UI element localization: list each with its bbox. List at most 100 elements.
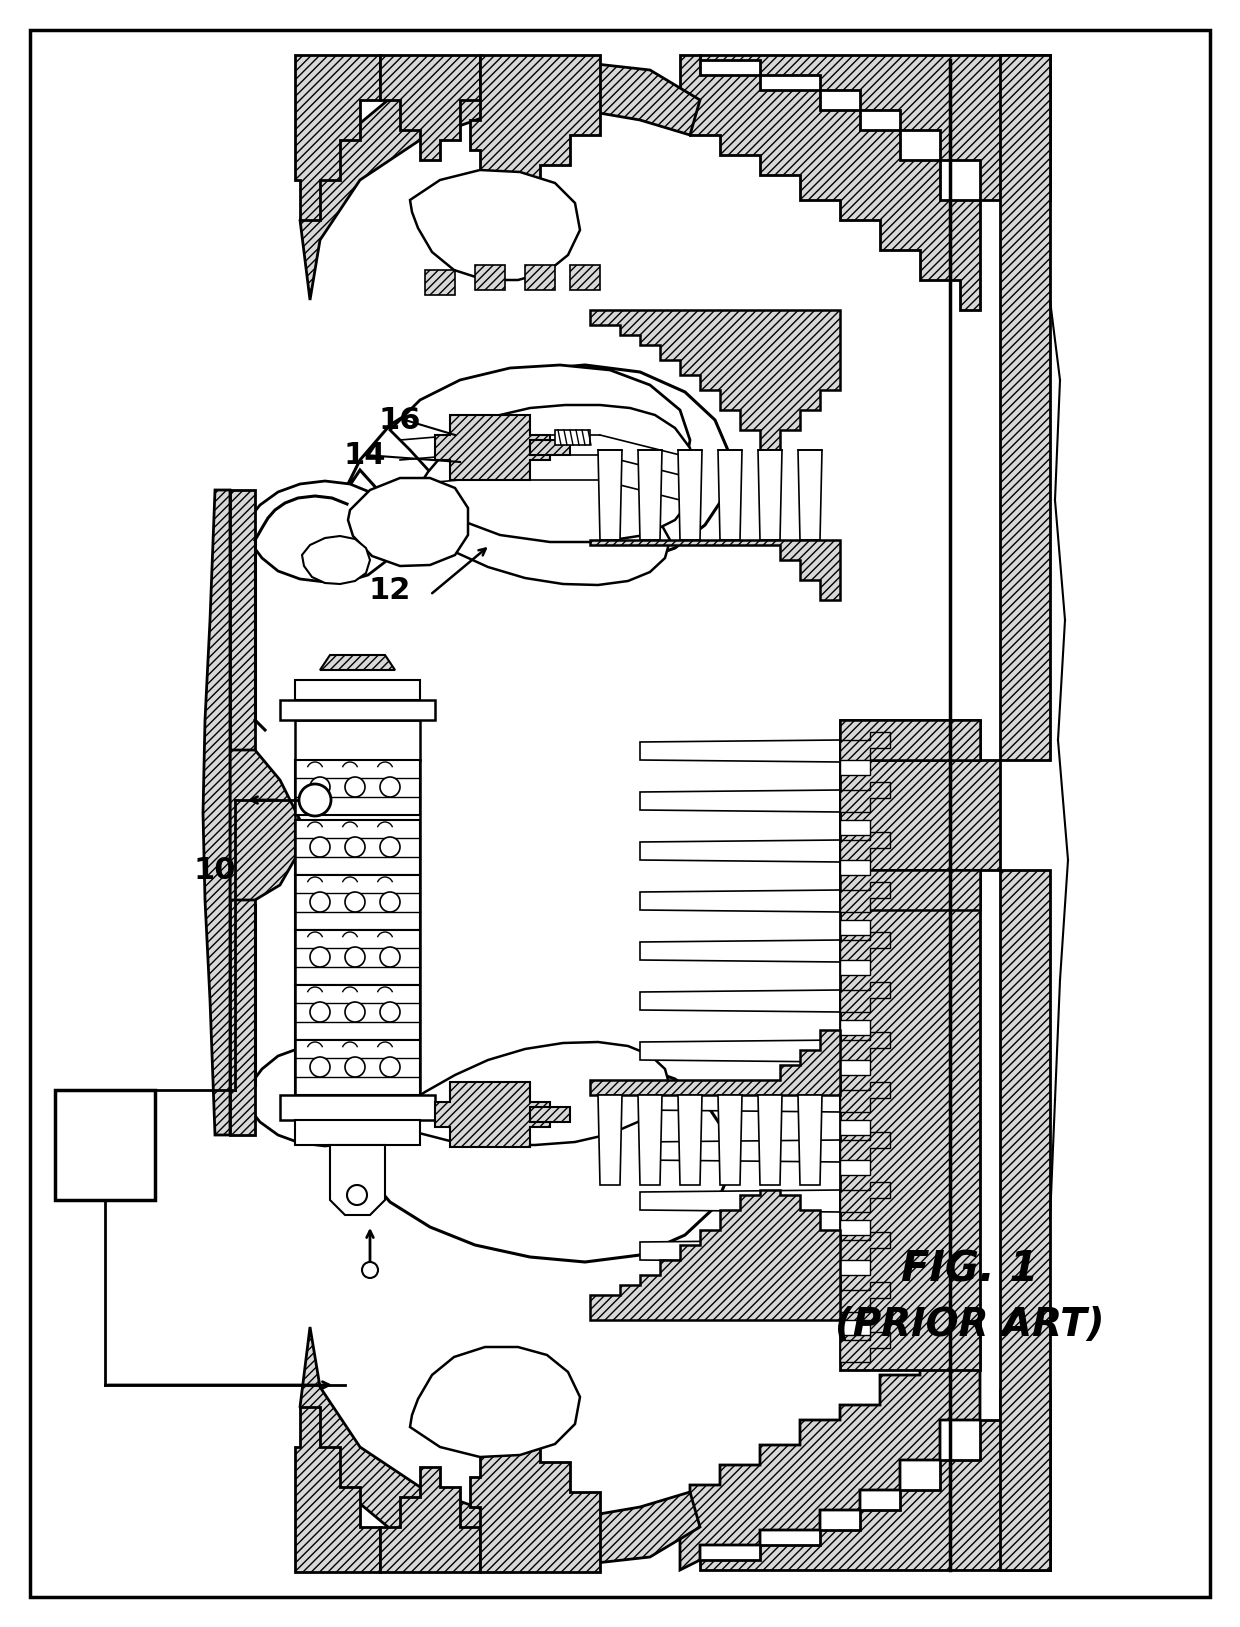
Circle shape	[347, 1184, 367, 1206]
Polygon shape	[639, 1095, 662, 1184]
Polygon shape	[839, 760, 999, 870]
Circle shape	[379, 947, 401, 966]
Polygon shape	[203, 490, 229, 1136]
Polygon shape	[839, 861, 870, 875]
Circle shape	[379, 1058, 401, 1077]
Polygon shape	[598, 451, 622, 540]
Circle shape	[345, 778, 365, 797]
Polygon shape	[839, 1061, 870, 1075]
Polygon shape	[680, 1310, 980, 1570]
Text: (PRIOR ART): (PRIOR ART)	[836, 1306, 1105, 1344]
Polygon shape	[640, 1189, 839, 1212]
Polygon shape	[295, 984, 420, 1040]
Polygon shape	[839, 732, 890, 761]
Polygon shape	[640, 1141, 839, 1162]
Polygon shape	[639, 451, 662, 540]
Circle shape	[379, 836, 401, 857]
Polygon shape	[570, 265, 600, 290]
Circle shape	[345, 892, 365, 913]
Polygon shape	[556, 430, 590, 446]
Polygon shape	[758, 1095, 782, 1184]
Polygon shape	[839, 1220, 870, 1235]
Polygon shape	[435, 1082, 551, 1147]
Polygon shape	[839, 932, 890, 962]
Polygon shape	[839, 983, 890, 1012]
Circle shape	[310, 836, 330, 857]
Polygon shape	[839, 1181, 890, 1212]
Text: 12: 12	[368, 576, 412, 605]
Polygon shape	[590, 1189, 839, 1319]
Polygon shape	[248, 482, 393, 582]
Polygon shape	[839, 721, 980, 1370]
Polygon shape	[379, 55, 480, 159]
Circle shape	[345, 1002, 365, 1022]
Polygon shape	[410, 1347, 580, 1458]
Polygon shape	[839, 760, 870, 774]
Polygon shape	[295, 680, 420, 700]
Polygon shape	[839, 820, 870, 835]
Polygon shape	[839, 1319, 870, 1336]
Polygon shape	[229, 880, 255, 1136]
Polygon shape	[839, 1160, 870, 1175]
Polygon shape	[295, 1119, 420, 1145]
Polygon shape	[999, 55, 1050, 760]
Circle shape	[310, 1058, 330, 1077]
Polygon shape	[348, 478, 467, 566]
Polygon shape	[300, 60, 701, 299]
Polygon shape	[320, 656, 396, 670]
Polygon shape	[680, 55, 980, 311]
Polygon shape	[640, 740, 839, 761]
Polygon shape	[718, 1095, 742, 1184]
Polygon shape	[350, 482, 670, 586]
Polygon shape	[839, 1082, 890, 1111]
Polygon shape	[350, 1041, 670, 1145]
Polygon shape	[303, 535, 370, 584]
Polygon shape	[839, 1132, 890, 1162]
Polygon shape	[295, 760, 420, 815]
Polygon shape	[295, 931, 420, 984]
Polygon shape	[839, 1259, 870, 1276]
Polygon shape	[718, 451, 742, 540]
Text: 16: 16	[378, 405, 422, 434]
Polygon shape	[379, 1468, 480, 1572]
Polygon shape	[999, 870, 1050, 1570]
Polygon shape	[598, 1095, 622, 1184]
Polygon shape	[300, 1328, 701, 1567]
Polygon shape	[839, 831, 890, 862]
Polygon shape	[590, 1030, 839, 1095]
Circle shape	[345, 1058, 365, 1077]
Polygon shape	[529, 439, 570, 456]
Polygon shape	[758, 451, 782, 540]
Circle shape	[362, 1263, 378, 1277]
Polygon shape	[280, 700, 435, 721]
Polygon shape	[701, 55, 1050, 200]
Circle shape	[379, 892, 401, 913]
Text: 14: 14	[343, 441, 386, 470]
Polygon shape	[640, 1040, 839, 1062]
Polygon shape	[425, 270, 455, 294]
Polygon shape	[525, 265, 556, 290]
Polygon shape	[295, 820, 420, 875]
Polygon shape	[839, 919, 870, 936]
Polygon shape	[295, 55, 379, 220]
Polygon shape	[229, 750, 305, 900]
Circle shape	[310, 892, 330, 913]
Polygon shape	[470, 55, 600, 215]
Polygon shape	[590, 311, 839, 451]
Polygon shape	[839, 721, 980, 760]
Polygon shape	[410, 405, 694, 542]
Polygon shape	[678, 1095, 702, 1184]
Polygon shape	[470, 1412, 600, 1572]
Circle shape	[345, 947, 365, 966]
Circle shape	[345, 836, 365, 857]
Polygon shape	[640, 890, 839, 913]
Polygon shape	[590, 540, 839, 600]
Polygon shape	[839, 1032, 890, 1062]
Polygon shape	[330, 1145, 384, 1215]
Polygon shape	[391, 364, 689, 513]
Polygon shape	[295, 721, 420, 760]
Polygon shape	[640, 840, 839, 862]
Polygon shape	[410, 169, 580, 280]
Polygon shape	[839, 870, 980, 909]
Polygon shape	[248, 1045, 393, 1145]
